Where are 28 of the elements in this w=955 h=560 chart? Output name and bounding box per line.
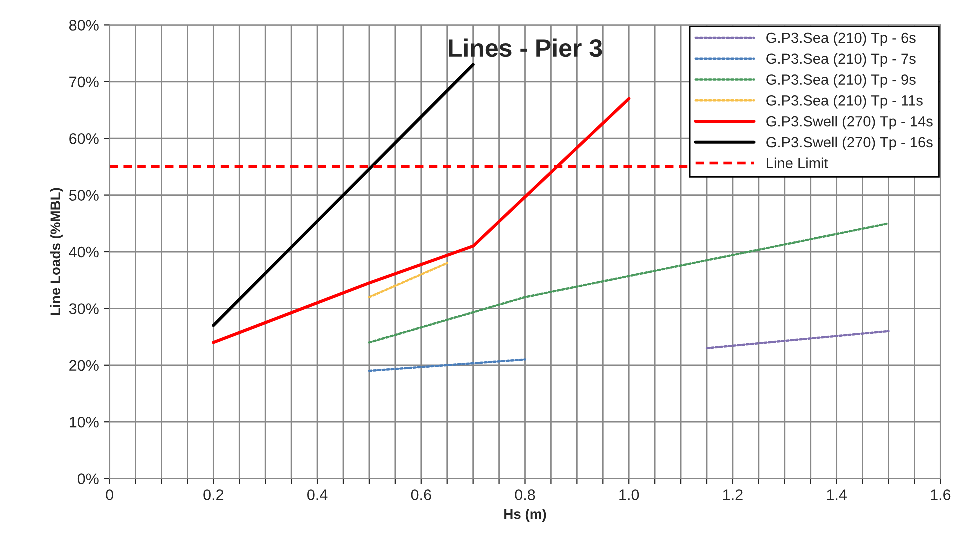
x-tick-label: 1.0 xyxy=(620,490,640,500)
legend-label: G.P3.Sea (210) Tp - 9s xyxy=(766,74,916,88)
x-tick-label: 0.2 xyxy=(204,490,224,500)
legend-label: G.P3.Swell (270) Tp - 16s xyxy=(766,136,933,151)
y-tick-label: 60% xyxy=(70,133,99,144)
legend-label: G.P3.Sea (210) Tp - 6s xyxy=(766,32,916,46)
y-tick-label: 30% xyxy=(69,304,99,314)
y-tick-label: 70% xyxy=(70,76,99,88)
legend-label: G.P3.Sea (210) Tp - 11s xyxy=(766,95,923,109)
x-tick-label: 1.4 xyxy=(827,490,847,500)
y-tick-label: 50% xyxy=(69,190,99,201)
x-tick-label: 0.8 xyxy=(515,490,536,500)
y-tick-label: 20% xyxy=(70,360,99,372)
legend-label: G.P3.Sea (210) Tp - 7s xyxy=(766,53,916,67)
chart-title: Lines - Pier 3 xyxy=(449,38,602,58)
x-tick-label: 0.4 xyxy=(308,490,328,500)
legend-label: G.P3.Swell (270) Tp - 14s xyxy=(766,116,933,130)
y-tick-label: 10% xyxy=(70,416,99,428)
x-tick-label: 0.6 xyxy=(411,490,432,500)
x-tick-label: 1.6 xyxy=(931,490,951,500)
x-tick-label: 0 xyxy=(106,490,114,500)
y-tick-label: 40% xyxy=(69,246,99,258)
x-tick-label: 1.2 xyxy=(724,490,743,500)
y-axis-title: Line Loads (%MBL) xyxy=(50,188,64,316)
ref-line-label: Line Limit xyxy=(767,158,828,169)
y-tick-label: 80% xyxy=(69,20,99,31)
y-tick-label: 0% xyxy=(78,474,99,484)
x-axis-title: Hs (m) xyxy=(504,509,546,522)
